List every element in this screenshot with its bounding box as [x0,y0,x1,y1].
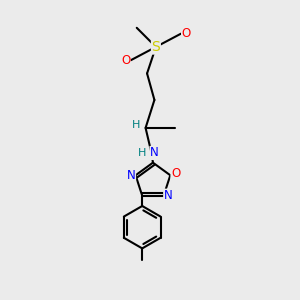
Text: O: O [121,54,130,67]
Text: S: S [152,40,160,54]
Text: N: N [150,146,159,159]
Text: H: H [138,148,146,158]
Text: O: O [171,167,180,180]
Text: N: N [127,169,136,182]
Text: H: H [132,120,140,130]
Text: N: N [164,189,172,202]
Text: O: O [182,27,191,40]
